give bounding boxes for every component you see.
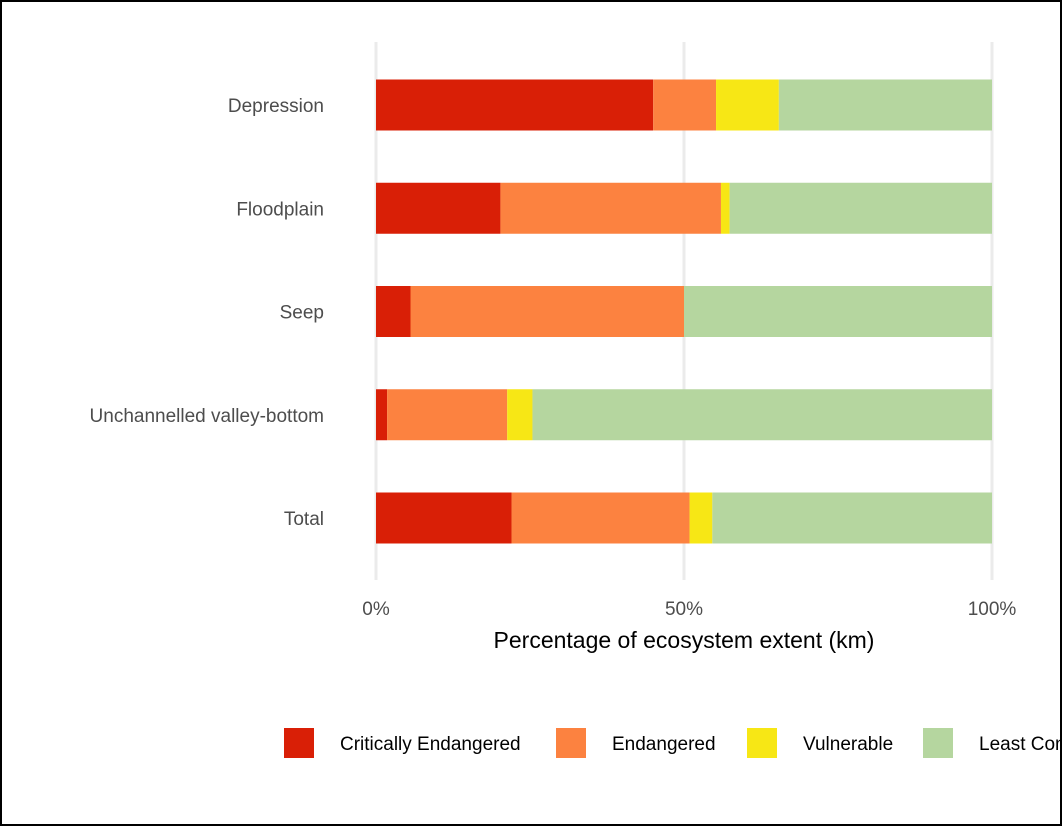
- legend-key-1: [556, 728, 586, 758]
- x-tick-label-2: 100%: [968, 599, 1017, 620]
- x-axis-tick-labels: 0% 50% 100%: [362, 599, 1016, 620]
- legend-label-0: Critically Endangered: [340, 734, 521, 755]
- x-tick-label-0: 0%: [362, 599, 390, 620]
- legend-key-2: [747, 728, 777, 758]
- bar-0-series-1: [653, 79, 717, 131]
- bar-3-series-1: [387, 389, 508, 441]
- x-tick-label-1: 50%: [665, 599, 703, 620]
- bar-3-series-0: [376, 389, 388, 441]
- category-label-2: Seep: [280, 303, 324, 324]
- bar-0-series-0: [376, 79, 654, 131]
- bar-4-series-3: [712, 492, 992, 544]
- bars: [376, 79, 992, 544]
- legend-key-3: [923, 728, 953, 758]
- bar-1-series-0: [376, 182, 501, 234]
- bar-1-series-2: [720, 182, 730, 234]
- legend-key-0: [284, 728, 314, 758]
- bar-2-series-0: [376, 286, 411, 337]
- x-axis-title: Percentage of ecosystem extent (km): [494, 627, 875, 653]
- category-label-3: Unchannelled valley-bottom: [90, 406, 324, 427]
- bar-0-series-2: [716, 79, 779, 131]
- bar-2-series-3: [684, 286, 992, 337]
- category-axis-labels: Depression Floodplain Seep Unchannelled val…: [90, 96, 324, 530]
- bar-4-series-0: [376, 492, 512, 544]
- category-label-1: Floodplain: [236, 199, 324, 220]
- bar-1-series-1: [500, 182, 721, 234]
- bar-2-series-1: [410, 286, 684, 337]
- legend-label-1: Endangered: [612, 734, 716, 755]
- bar-4-series-2: [689, 492, 713, 544]
- legend: Critically Endangered Endangered Vulnerabl…: [284, 728, 1062, 758]
- legend-label-3: Least Concern: [979, 734, 1062, 755]
- bar-4-series-1: [511, 492, 690, 544]
- bar-0-series-3: [778, 79, 992, 131]
- bar-3-series-2: [507, 389, 533, 441]
- category-label-4: Total: [284, 509, 324, 530]
- legend-label-2: Vulnerable: [803, 734, 893, 755]
- bar-1-series-3: [729, 182, 992, 234]
- bar-3-series-3: [532, 389, 992, 441]
- category-label-0: Depression: [228, 96, 324, 117]
